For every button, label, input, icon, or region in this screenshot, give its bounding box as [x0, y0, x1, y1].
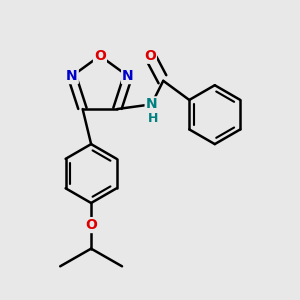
- Text: N: N: [122, 69, 134, 83]
- Text: O: O: [94, 49, 106, 63]
- Text: H: H: [148, 112, 158, 125]
- Text: N: N: [66, 69, 78, 83]
- Text: O: O: [144, 49, 156, 63]
- Text: N: N: [146, 98, 157, 111]
- Text: O: O: [85, 218, 97, 232]
